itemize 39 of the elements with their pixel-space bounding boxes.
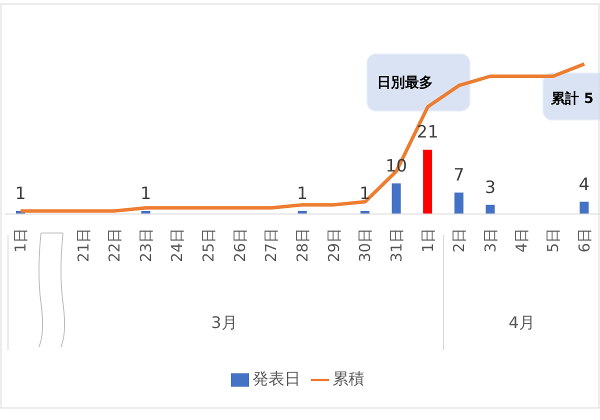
bar (486, 204, 495, 214)
x-tick-label: 25日 (200, 228, 218, 262)
callout-box: 日別最多 (366, 54, 470, 112)
x-tick-label: 1日 (418, 228, 437, 253)
x-tick-label: 31日 (387, 228, 406, 262)
legend-label: 累積 (332, 369, 364, 388)
data-label: 1 (15, 184, 26, 204)
data-label: 1 (140, 184, 152, 204)
data-label: 3 (484, 178, 496, 198)
x-tick-label: 29日 (324, 228, 343, 262)
x-tick-label: 1日 (12, 228, 30, 253)
bar (454, 192, 464, 214)
legend-label: 発表日 (252, 369, 300, 388)
bar (580, 202, 589, 214)
data-label: 7 (454, 166, 464, 186)
bar (423, 150, 432, 214)
x-tick-label: 2日 (450, 228, 468, 253)
text: 3月 (211, 313, 238, 332)
x-tick-label: 23日 (136, 228, 155, 262)
annotation: 累計 5 (550, 91, 594, 107)
data-label: 1 (360, 184, 370, 204)
x-tick-label: 28日 (294, 228, 312, 262)
callout-box: 累計 5 (542, 72, 600, 120)
x-tick-label: 30日 (356, 228, 374, 262)
x-tick-label: 6日 (575, 228, 594, 253)
x-tick-label: 27日 (262, 228, 280, 262)
annotation: 日別最多 (377, 75, 433, 91)
x-tick-label: 4日 (512, 228, 531, 253)
data-label: 4 (578, 174, 590, 195)
x-tick-label: 22日 (106, 228, 124, 262)
x-tick-label: 26日 (230, 228, 249, 262)
bar (392, 183, 401, 214)
data-label: 21 (416, 122, 438, 143)
x-tick-label: 5日 (544, 228, 562, 253)
x-tick-label: 24日 (168, 228, 186, 262)
x-tick-label: 3日 (481, 228, 500, 253)
text: 4月 (508, 313, 535, 332)
x-tick-label: 21日 (74, 228, 92, 262)
data-label: 1 (296, 184, 308, 204)
